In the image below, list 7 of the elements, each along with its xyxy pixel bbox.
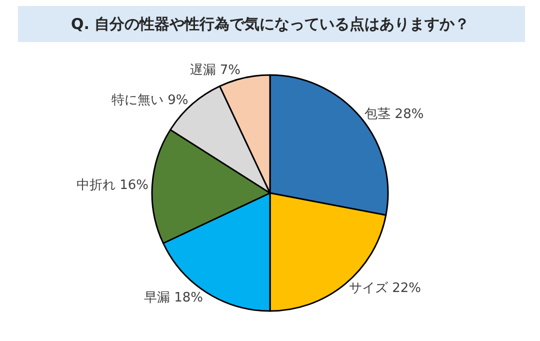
chart-title: Q. 自分の性器や性行為で気になっている点はありますか？: [71, 15, 470, 33]
slice-label: 中折れ 16%: [76, 178, 148, 194]
slice-label: サイズ 22%: [348, 280, 421, 296]
slice-label: 早漏 18%: [144, 290, 204, 306]
slice-label: 包茎 28%: [364, 107, 424, 122]
slice-label: 特に無い 9%: [111, 92, 188, 108]
slice-label: 遅漏 7%: [190, 63, 241, 78]
